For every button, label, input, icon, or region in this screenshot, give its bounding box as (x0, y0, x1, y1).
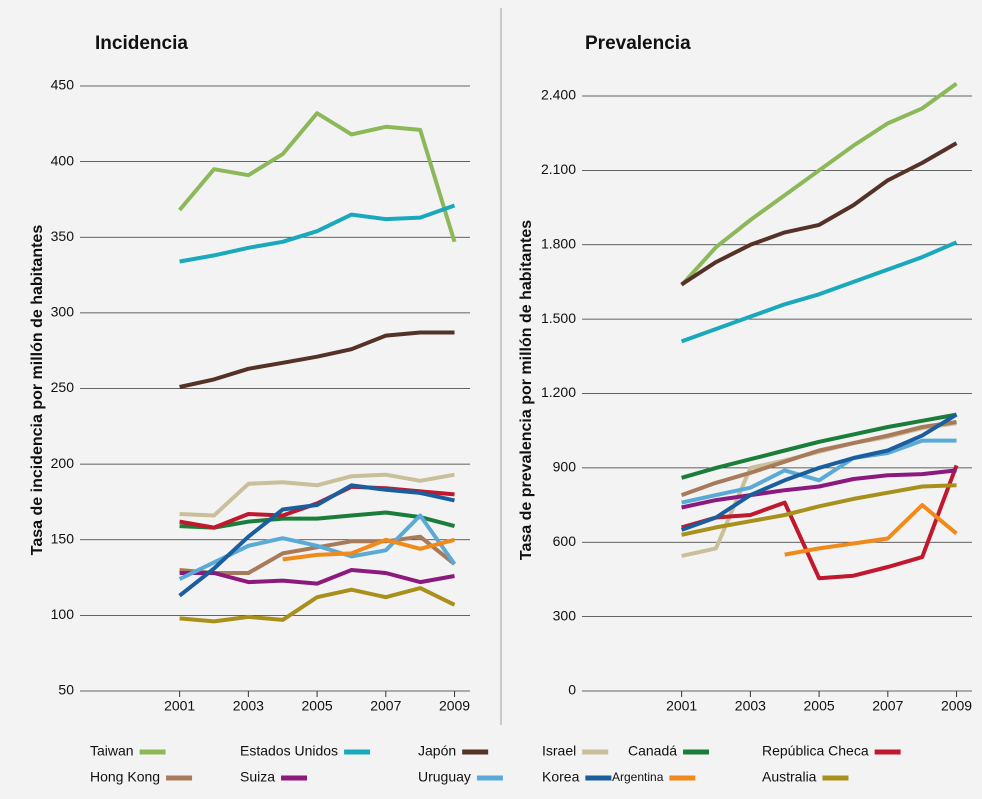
line-series (178, 111, 457, 243)
line-series (179, 568, 455, 586)
line-series (179, 330, 455, 389)
legend-label: Korea (542, 769, 580, 785)
legend-label: Australia (762, 769, 817, 785)
chart-title: Incidencia (95, 33, 188, 54)
y-tick-label: 100 (51, 606, 75, 622)
line-series (681, 412, 957, 480)
line-series (680, 412, 958, 532)
line-series (179, 472, 455, 518)
line-series (681, 468, 957, 510)
line-series (179, 203, 456, 264)
line-series (179, 510, 456, 530)
y-tick-label: 250 (51, 379, 75, 395)
x-tick-label: 2007 (872, 698, 903, 714)
y-tick-label: 1.800 (541, 235, 576, 251)
x-tick-label: 2009 (439, 698, 470, 714)
y-tick-label: 0 (568, 682, 576, 698)
y-tick-label: 200 (51, 455, 75, 471)
y-tick-label: 50 (58, 682, 74, 698)
legend-label: Hong Kong (90, 769, 160, 785)
line-series (178, 483, 455, 598)
line-series (784, 503, 958, 557)
line-series (680, 240, 958, 344)
y-tick-label: 600 (553, 533, 577, 549)
x-tick-label: 2005 (804, 698, 835, 714)
x-tick-label: 2003 (233, 698, 264, 714)
y-tick-label: 300 (51, 304, 75, 320)
legend-label: Japón (418, 743, 456, 759)
legend-label: Canadá (628, 743, 677, 759)
chart-title: Prevalencia (585, 33, 691, 54)
x-tick-label: 2009 (941, 698, 972, 714)
line-series (681, 438, 957, 505)
legend-label: Taiwan (90, 743, 134, 759)
x-tick-label: 2001 (164, 698, 195, 714)
line-series (179, 586, 456, 624)
line-series (282, 537, 456, 562)
line-series (680, 81, 958, 287)
y-tick-label: 2.100 (541, 161, 576, 177)
y-tick-label: 900 (553, 459, 577, 475)
line-series (680, 141, 958, 287)
x-tick-label: 2005 (302, 698, 333, 714)
legend-label: Israel (542, 743, 576, 759)
legend-label: Suiza (240, 769, 275, 785)
line-series (681, 464, 959, 581)
x-tick-label: 2001 (666, 698, 697, 714)
y-tick-label: 1.200 (541, 384, 576, 400)
line-series (681, 483, 957, 537)
y-tick-label: 350 (51, 228, 75, 244)
legend-label: Uruguay (418, 769, 471, 785)
legend-label: República Checa (762, 743, 869, 759)
y-tick-label: 450 (51, 77, 75, 93)
y-tick-label: 300 (553, 607, 577, 623)
x-tick-label: 2007 (370, 698, 401, 714)
legend-label: Estados Unidos (240, 743, 338, 759)
y-axis-label: Tasa de incidencia por millón de habitan… (29, 225, 46, 556)
y-tick-label: 1.500 (541, 310, 576, 326)
x-tick-label: 2003 (735, 698, 766, 714)
y-tick-label: 2.400 (541, 87, 576, 103)
legend-label: Argentina (612, 770, 664, 784)
y-axis-label: Tasa de prevalencia por millón de habita… (518, 220, 535, 560)
line-series (680, 420, 957, 497)
y-tick-label: 150 (51, 530, 75, 546)
y-tick-label: 400 (51, 152, 75, 168)
